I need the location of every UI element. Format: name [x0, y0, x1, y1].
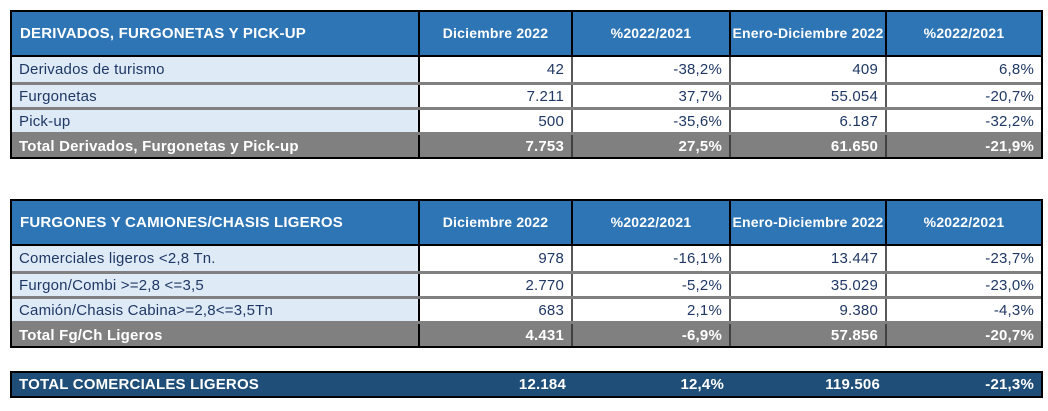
col-header-pct-month: %2022/2021: [573, 12, 731, 55]
col-header-enero-diciembre-2022: Enero-Diciembre 2022: [731, 12, 887, 55]
cell-ytd-value: 6.187: [731, 110, 887, 132]
cell-ytd-pct: -32,2%: [985, 112, 1034, 130]
cell-ytd-pct: -23,7%: [985, 250, 1034, 267]
total-ytd-pct: -20,7%: [985, 326, 1034, 344]
col-header-enero-diciembre-2022: Enero-Diciembre 2022: [731, 201, 887, 244]
cell-ytd-pct: -20,7%: [985, 87, 1034, 105]
cell-ytd-pct: -4,3%: [993, 301, 1034, 319]
cell-month-value: 2.770: [420, 274, 573, 296]
table-total-row: Total Fg/Ch Ligeros 4.431 -6,9% 57.856 -…: [12, 321, 1041, 346]
table-header-row: FURGONES Y CAMIONES/CHASIS LIGEROS Dicie…: [12, 201, 1041, 246]
cell-month-pct: 2,1%: [573, 299, 731, 321]
total-ytd-pct: -21,9%: [985, 137, 1034, 155]
row-label: Derivados de turismo: [12, 57, 420, 82]
table-row: Furgon/Combi >=2,8 <=3,5 2.770 -5,2% 35.…: [12, 271, 1041, 296]
col-header-pct-ytd: %2022/2021: [923, 25, 1005, 42]
table-derivados-furgonetas-pickup: DERIVADOS, FURGONETAS Y PICK-UP Diciembr…: [10, 10, 1043, 159]
cell-ytd-value: 409: [731, 57, 887, 82]
cell-ytd-pct: -23,0%: [985, 276, 1034, 294]
cell-month-value: 500: [420, 110, 573, 132]
row-label: Furgonetas: [12, 85, 420, 107]
cell-ytd-value: 9.380: [731, 299, 887, 321]
total-month-pct: -6,9%: [573, 324, 731, 346]
table-row: Derivados de turismo 42 -38,2% 409 6,8%: [12, 57, 1041, 82]
table-row: Pick-up 500 -35,6% 6.187 -32,2%: [12, 107, 1041, 132]
total-ytd-value: 61.650: [731, 135, 887, 157]
grand-total-row: TOTAL COMERCIALES LIGEROS 12.184 12,4% 1…: [10, 371, 1043, 398]
grand-total-month-pct: 12,4%: [680, 376, 724, 393]
table-header-row: DERIVADOS, FURGONETAS Y PICK-UP Diciembr…: [12, 12, 1041, 57]
cell-ytd-pct: 6,8%: [999, 61, 1034, 78]
table-furgones-camiones-chasis: FURGONES Y CAMIONES/CHASIS LIGEROS Dicie…: [10, 199, 1043, 348]
cell-month-value: 7.211: [420, 85, 573, 107]
total-month-pct: 27,5%: [573, 135, 731, 157]
cell-month-value: 683: [420, 299, 573, 321]
table-title: FURGONES Y CAMIONES/CHASIS LIGEROS: [12, 201, 420, 244]
cell-month-value: 978: [420, 246, 573, 271]
col-header-pct-ytd: %2022/2021: [923, 214, 1005, 231]
table-row: Camión/Chasis Cabina>=2,8<=3,5Tn 683 2,1…: [12, 296, 1041, 321]
cell-month-pct: -5,2%: [573, 274, 731, 296]
cell-month-value: 42: [420, 57, 573, 82]
total-row-label: Total Derivados, Furgonetas y Pick-up: [12, 135, 420, 157]
grand-total-month-value: 12.184: [518, 376, 566, 393]
cell-month-pct: -35,6%: [573, 110, 731, 132]
col-header-diciembre-2022: Diciembre 2022: [420, 12, 573, 55]
total-month-value: 7.753: [420, 135, 573, 157]
grand-total-ytd-value: 119.506: [825, 376, 880, 393]
total-row-label: Total Fg/Ch Ligeros: [12, 324, 420, 346]
cell-ytd-value: 55.054: [731, 85, 887, 107]
total-month-value: 4.431: [420, 324, 573, 346]
table-title: DERIVADOS, FURGONETAS Y PICK-UP: [12, 12, 420, 55]
cell-month-pct: 37,7%: [573, 85, 731, 107]
cell-ytd-value: 35.029: [731, 274, 887, 296]
table-row: Comerciales ligeros <2,8 Tn. 978 -16,1% …: [12, 246, 1041, 271]
row-label: Pick-up: [12, 110, 420, 132]
table-total-row: Total Derivados, Furgonetas y Pick-up 7.…: [12, 132, 1041, 157]
row-label: Comerciales ligeros <2,8 Tn.: [12, 246, 420, 271]
cell-month-pct: -38,2%: [573, 57, 731, 82]
grand-total-ytd-pct: -21,3%: [985, 376, 1034, 393]
col-header-diciembre-2022: Diciembre 2022: [420, 201, 573, 244]
grand-total-label: TOTAL COMERCIALES LIGEROS: [19, 376, 260, 393]
col-header-pct-month: %2022/2021: [573, 201, 731, 244]
cell-ytd-value: 13.447: [731, 246, 887, 271]
row-label: Camión/Chasis Cabina>=2,8<=3,5Tn: [12, 299, 420, 321]
total-ytd-value: 57.856: [731, 324, 887, 346]
table-row: Furgonetas 7.211 37,7% 55.054 -20,7%: [12, 82, 1041, 107]
cell-month-pct: -16,1%: [573, 246, 731, 271]
row-label: Furgon/Combi >=2,8 <=3,5: [12, 274, 420, 296]
